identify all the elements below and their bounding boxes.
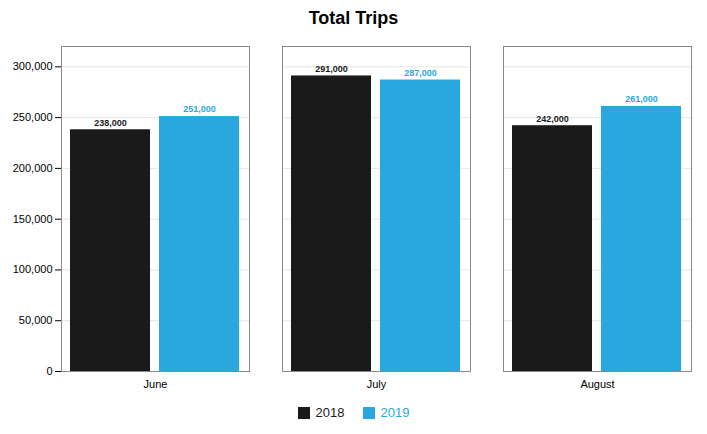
svg-text:287,000: 287,000 [404, 68, 437, 78]
svg-text:0: 0 [46, 365, 52, 377]
html-text:Total Trips: Total Trips [308, 8, 399, 28]
svg-text:50,000: 50,000 [19, 314, 53, 326]
svg-text:150,000: 150,000 [13, 213, 53, 225]
svg-text:July: July [367, 378, 387, 390]
svg-text:100,000: 100,000 [13, 263, 53, 275]
svg-text:261,000: 261,000 [625, 94, 658, 104]
svg-text:242,000: 242,000 [536, 114, 569, 124]
html-text:2019: 2019 [380, 405, 410, 420]
svg-text:251,000: 251,000 [183, 104, 216, 114]
svg-text:August: August [580, 378, 614, 390]
html-text:2018: 2018 [315, 405, 345, 420]
svg-text:250,000: 250,000 [13, 111, 53, 123]
svg-text:300,000: 300,000 [13, 60, 53, 72]
svg-text:200,000: 200,000 [13, 162, 53, 174]
svg-text:291,000: 291,000 [315, 64, 348, 74]
svg-text:238,000: 238,000 [94, 118, 127, 128]
svg-text:June: June [144, 378, 168, 390]
